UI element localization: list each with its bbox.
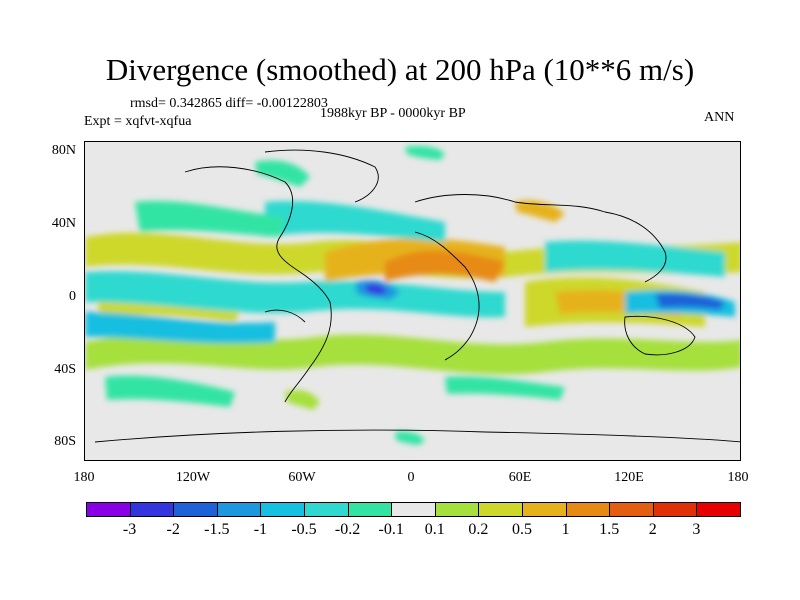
colorbar-label: 1 <box>561 521 570 538</box>
colorbar-swatch <box>434 502 480 517</box>
lat-label-80s: 80S <box>54 434 76 449</box>
colorbar-label: -0.2 <box>334 521 361 538</box>
lat-label-80n: 80N <box>51 143 76 158</box>
colorbar-label: 1.5 <box>599 521 620 538</box>
colorbar-swatch <box>304 502 349 517</box>
period-label: 1988kyr BP - 0000kyr BP <box>320 106 466 121</box>
colorbar-swatch <box>609 502 654 517</box>
colorbar-label: 2 <box>648 521 657 538</box>
coastlines <box>94 149 740 443</box>
season-label: ANN <box>704 110 735 125</box>
colorbar-swatch <box>347 502 393 517</box>
lat-label-40n: 40N <box>51 216 76 231</box>
colorbar-swatch <box>173 502 218 517</box>
lat-label-0: 0 <box>69 289 76 304</box>
lon-label-120e: 120E <box>614 470 644 485</box>
colorbar-swatch <box>522 502 567 517</box>
colorbar-label: 3 <box>692 521 701 538</box>
colorbar-swatch <box>696 502 741 517</box>
colorbar-swatch <box>216 502 262 517</box>
lat-label-40s: 40S <box>54 362 76 377</box>
map-panel <box>84 141 741 461</box>
stats-text: rmsd= 0.342865 diff= -0.00122803 <box>130 96 328 111</box>
colorbar-swatch <box>478 502 523 517</box>
colorbar-label: -2 <box>166 521 180 538</box>
colorbar-label: 0.1 <box>424 521 445 538</box>
colorbar-label: -0.1 <box>378 521 404 538</box>
lon-label-180w: 180 <box>73 470 95 485</box>
lon-label-120w: 120W <box>175 470 211 485</box>
colorbar-swatch <box>86 502 131 517</box>
colorbar-label: -1.5 <box>204 521 230 538</box>
lon-label-180e: 180 <box>727 470 749 485</box>
divergence-map <box>85 142 740 460</box>
lon-label-60e: 60E <box>508 470 532 485</box>
colorbar-swatch <box>260 502 305 517</box>
colorbar-label: 0.5 <box>512 521 532 538</box>
colorbar-swatch <box>391 502 436 517</box>
colorbar-swatch <box>565 502 611 517</box>
lon-label-60w: 60W <box>288 470 316 485</box>
colorbar-label: -0.5 <box>291 521 317 538</box>
colorbar-swatch <box>129 502 175 517</box>
colorbar-label: -3 <box>122 521 137 538</box>
colorbar-label: 0.2 <box>468 521 489 538</box>
plot-title: Divergence (smoothed) at 200 hPa (10**6 … <box>105 52 695 87</box>
colorbar-label: -1 <box>253 521 268 538</box>
experiment-label: Expt = xqfvt-xqfua <box>84 114 192 129</box>
lon-label-0: 0 <box>407 470 415 485</box>
colorbar-swatch <box>652 502 698 517</box>
